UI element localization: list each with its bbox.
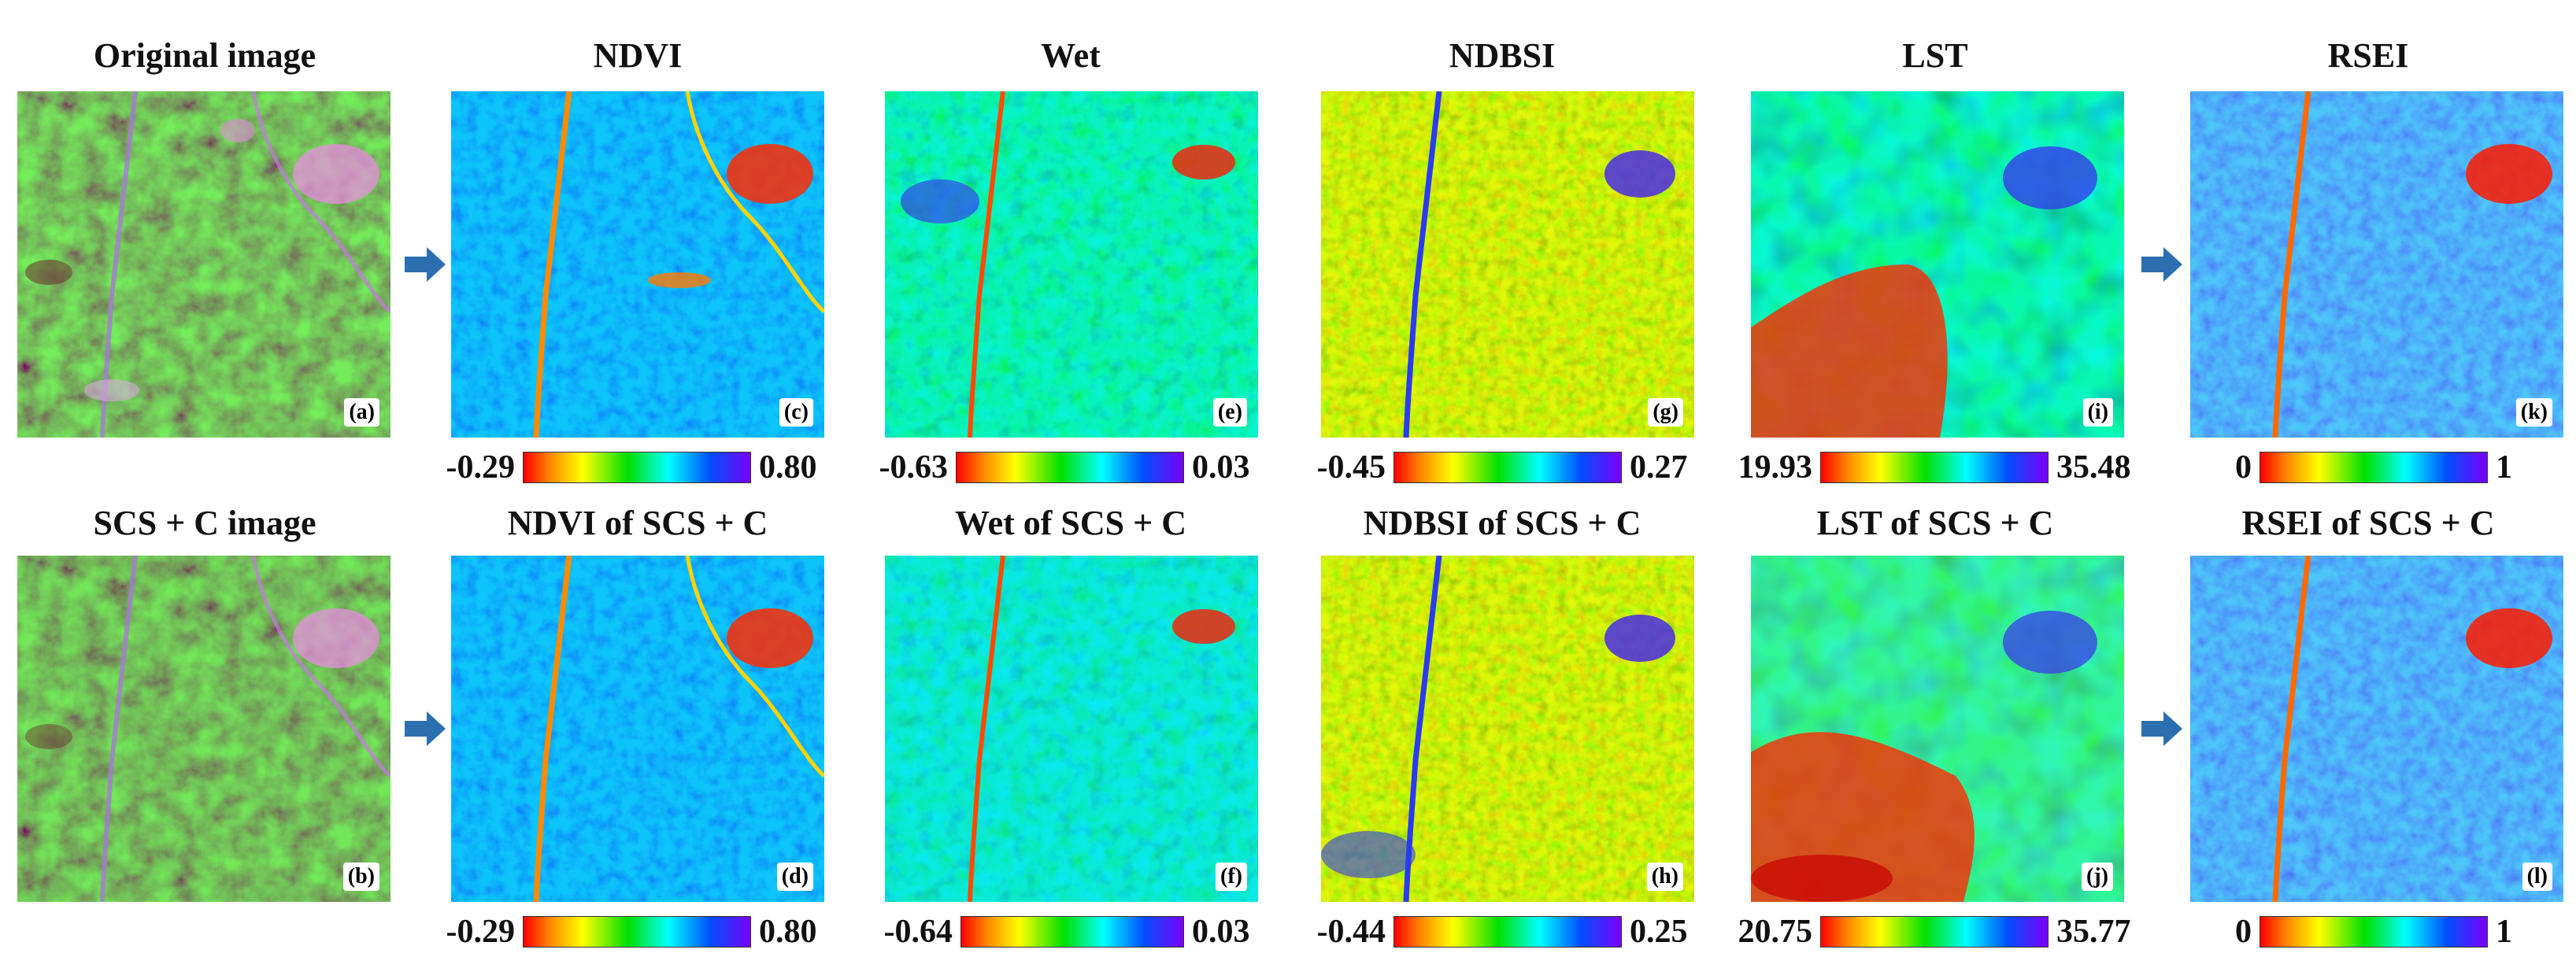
arrow-right-icon (2141, 247, 2182, 282)
panel-label-badge: (d) (776, 863, 813, 891)
colorbar-min-label: -0.29 (446, 449, 516, 486)
colorbar-max-label: 1 (2496, 449, 2512, 486)
panel-label-badge: (a) (344, 398, 379, 427)
panel-ndvi-scs-c: (d) (451, 556, 824, 902)
panel-label-badge: (i) (2082, 398, 2113, 427)
colorbar-rsei-scs-c: 0 1 (2235, 914, 2512, 950)
colorbar-gradient (523, 452, 751, 483)
colorbar-max-label: 0.80 (759, 449, 817, 486)
title-rsei-scs-c: RSEI of SCS + C (2241, 504, 2495, 542)
colorbar-min-label: -0.64 (883, 914, 953, 950)
colorbar-ndvi-scs-c: -0.29 0.80 (446, 914, 817, 950)
title-rsei: RSEI (2327, 36, 2409, 75)
panel-wet: (e) (885, 91, 1258, 438)
colorbar-min-label: 0 (2235, 449, 2252, 486)
panel-lst-scs-c: (j) (1751, 556, 2124, 902)
panel-rsei: (k) (2190, 91, 2563, 438)
arrow-right-icon (2141, 711, 2182, 746)
title-ndvi-scs-c: NDVI of SCS + C (507, 504, 768, 542)
title-original-image: Original image (93, 36, 316, 75)
colorbar-max-label: 0.03 (1192, 449, 1250, 486)
title-ndbsi: NDBSI (1449, 36, 1556, 75)
colorbar-max-label: 0.80 (759, 914, 817, 950)
colorbar-min-label: -0.45 (1316, 449, 1386, 486)
panel-ndbsi-scs-c: (h) (1321, 556, 1694, 902)
panel-label-badge: (k) (2515, 398, 2552, 427)
colorbar-gradient (1820, 452, 2049, 483)
colorbar-max-label: 35.77 (2056, 914, 2131, 950)
colorbar-gradient (2260, 452, 2488, 483)
colorbar-ndvi: -0.29 0.80 (446, 449, 817, 486)
colorbar-gradient (1393, 452, 1622, 483)
panel-scs-c-image: (b) (17, 556, 390, 902)
colorbar-max-label: 0.03 (1192, 914, 1250, 950)
title-ndvi: NDVI (593, 36, 683, 75)
panel-label-badge: (j) (2082, 863, 2113, 891)
arrow-right-icon (405, 247, 446, 282)
panel-label-badge: (c) (779, 398, 813, 427)
colorbar-max-label: 1 (2496, 914, 2512, 950)
title-lst: LST (1902, 36, 1968, 75)
panel-label-badge: (f) (1216, 863, 1247, 891)
colorbar-min-label: -0.44 (1316, 914, 1386, 950)
colorbar-wet-scs-c: -0.64 0.03 (884, 914, 1250, 950)
panel-label-badge: (e) (1212, 398, 1247, 427)
colorbar-max-label: 0.27 (1630, 449, 1688, 486)
colorbar-gradient (2260, 916, 2488, 948)
panel-label-badge: (g) (1648, 398, 1683, 427)
title-wet: Wet (1041, 36, 1101, 75)
colorbar-gradient (960, 916, 1184, 948)
colorbar-gradient (1820, 916, 2049, 948)
panel-label-badge: (b) (342, 863, 379, 891)
colorbar-min-label: 20.75 (1738, 914, 1813, 950)
panel-rsei-scs-c: (l) (2190, 556, 2563, 902)
colorbar-max-label: 0.25 (1630, 914, 1688, 950)
colorbar-rsei: 0 1 (2235, 449, 2512, 486)
panel-lst: (i) (1751, 91, 2124, 438)
colorbar-wet: -0.63 0.03 (879, 449, 1250, 486)
panel-original-image: (a) (17, 91, 390, 438)
colorbar-min-label: 0 (2235, 914, 2252, 950)
panel-wet-scs-c: (f) (885, 556, 1258, 902)
colorbar-gradient (956, 452, 1184, 483)
panel-ndvi: (c) (451, 91, 824, 438)
title-scs-c-image: SCS + C image (93, 504, 316, 542)
title-ndbsi-scs-c: NDBSI of SCS + C (1363, 504, 1641, 542)
panel-ndbsi: (g) (1321, 91, 1694, 438)
colorbar-ndbsi: -0.45 0.27 (1317, 449, 1688, 486)
colorbar-min-label: -0.29 (446, 914, 516, 950)
title-wet-scs-c: Wet of SCS + C (955, 504, 1186, 542)
colorbar-lst: 19.93 35.48 (1738, 449, 2131, 486)
colorbar-min-label: 19.93 (1738, 449, 1813, 486)
arrow-right-icon (405, 711, 446, 746)
colorbar-ndbsi-scs-c: -0.44 0.25 (1317, 914, 1688, 950)
colorbar-max-label: 35.48 (2056, 449, 2131, 486)
colorbar-gradient (523, 916, 751, 948)
colorbar-gradient (1393, 916, 1622, 948)
panel-label-badge: (l) (2522, 863, 2552, 891)
title-lst-scs-c: LST of SCS + C (1816, 504, 2054, 542)
colorbar-min-label: -0.63 (879, 449, 949, 486)
panel-label-badge: (h) (1646, 863, 1683, 891)
colorbar-lst-scs-c: 20.75 35.77 (1738, 914, 2131, 950)
